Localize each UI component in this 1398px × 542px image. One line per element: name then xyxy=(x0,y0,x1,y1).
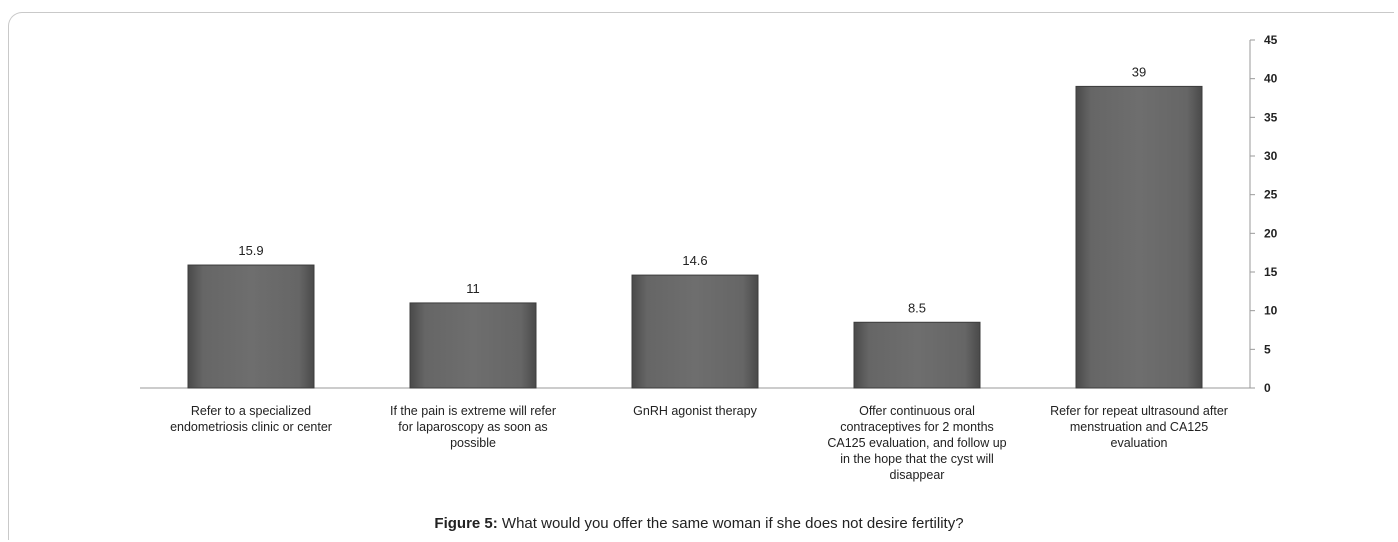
y-tick-label: 25 xyxy=(1264,188,1278,202)
caption-label: Figure 5: xyxy=(434,515,498,532)
bar-value-label: 8.5 xyxy=(908,300,926,315)
x-category-label-line: for laparoscopy as soon as xyxy=(398,420,547,434)
bar-value-label: 11 xyxy=(466,281,480,296)
figure-frame xyxy=(8,12,1394,540)
x-category-label-line: GnRH agonist therapy xyxy=(633,404,757,418)
x-axis-labels: Refer to a specialized endometriosis clin… xyxy=(170,404,1228,482)
y-axis-ticks: 0 5 10 15 20 25 30 35 40 45 xyxy=(1250,33,1278,395)
x-category-label-line: If the pain is extreme will refer xyxy=(390,404,556,418)
x-category-label: Refer to a specialized endometriosis clin… xyxy=(170,404,332,434)
y-tick-label: 30 xyxy=(1264,149,1278,163)
bar xyxy=(1075,85,1203,389)
y-tick-label: 0 xyxy=(1264,381,1271,395)
x-category-label-line: Offer continuous oral xyxy=(859,404,975,418)
x-category-label: GnRH agonist therapy xyxy=(633,404,757,418)
x-category-label-line: Refer for repeat ultrasound after xyxy=(1050,404,1228,418)
y-tick-label: 40 xyxy=(1264,72,1278,86)
bar xyxy=(409,302,537,389)
x-category-label-line: CA125 evaluation, and follow up xyxy=(827,436,1006,450)
x-category-label-line: contraceptives for 2 months xyxy=(840,420,994,434)
bar-chart: 0 5 10 15 20 25 30 35 40 45 15.9 11 14.6 8.5 39 Refer… xyxy=(140,33,1278,482)
bar-value-label: 15.9 xyxy=(238,243,263,258)
x-category-label-line: possible xyxy=(450,436,496,450)
y-tick-label: 5 xyxy=(1264,342,1271,356)
bar-value-label: 39 xyxy=(1132,64,1146,79)
figure-caption: Figure 5: What would you offer the same … xyxy=(0,515,1398,532)
x-category-label-line: Refer to a specialized xyxy=(191,404,311,418)
y-tick-label: 15 xyxy=(1264,265,1278,279)
x-category-label-line: menstruation and CA125 xyxy=(1070,420,1208,434)
bar xyxy=(853,321,981,389)
x-category-label: Refer for repeat ultrasound after menstru… xyxy=(1050,404,1228,450)
y-tick-label: 35 xyxy=(1264,110,1278,124)
bar-value-label: 14.6 xyxy=(682,253,707,268)
x-category-label-line: endometriosis clinic or center xyxy=(170,420,332,434)
x-category-label-line: disappear xyxy=(890,468,945,482)
x-category-label-line: in the hope that the cyst will xyxy=(840,452,994,466)
bars-group: 15.9 11 14.6 8.5 39 xyxy=(187,64,1203,389)
x-category-label: Offer continuous oral contraceptives for … xyxy=(827,404,1006,482)
y-tick-label: 20 xyxy=(1264,226,1278,240)
bar xyxy=(631,274,759,389)
x-category-label: If the pain is extreme will refer for lap… xyxy=(390,404,556,450)
bar xyxy=(187,264,315,389)
y-tick-label: 45 xyxy=(1264,33,1278,47)
x-category-label-line: evaluation xyxy=(1111,436,1168,450)
y-tick-label: 10 xyxy=(1264,304,1278,318)
caption-text: What would you offer the same woman if s… xyxy=(497,515,964,532)
